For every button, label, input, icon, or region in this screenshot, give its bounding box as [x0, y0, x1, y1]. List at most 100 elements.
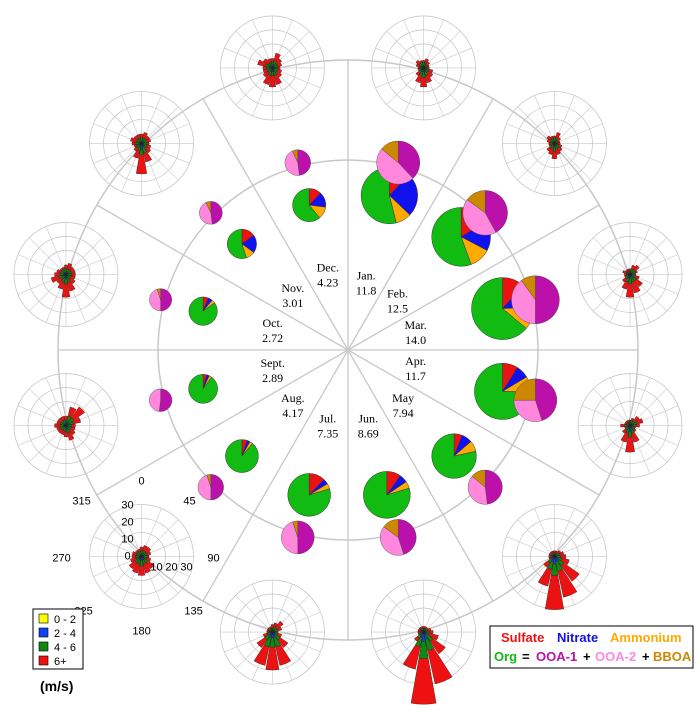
month-name-label: May: [392, 391, 414, 405]
rose-radial-tick: 20: [165, 561, 177, 573]
composition-pie: [431, 433, 477, 479]
rose-petal: [268, 67, 276, 88]
rose-petal: [139, 556, 144, 567]
rose-petal: [422, 62, 425, 68]
org-slice: [292, 520, 298, 538]
month-total-label: 3.01: [282, 296, 303, 310]
wind-rose: [220, 15, 325, 121]
rose-petal: [628, 272, 631, 275]
wind-rose: [13, 222, 119, 327]
rose-petal: [418, 632, 429, 659]
org-slice: [210, 201, 223, 225]
radial-divider: [202, 349, 349, 602]
month-total-label: 7.94: [393, 406, 414, 420]
rose-petal: [554, 556, 560, 562]
month-name-label: Jan.: [357, 268, 376, 282]
component-legend-box: [489, 625, 694, 669]
org-slice: [297, 520, 315, 555]
pie-slice: [188, 296, 218, 326]
wind-rose: [13, 373, 119, 478]
wind-rose: [502, 504, 607, 610]
wind-rose: [502, 91, 607, 196]
org-slice: [197, 474, 212, 501]
wind-bin-label: 4 - 6: [54, 642, 76, 654]
radial-divider: [96, 349, 349, 496]
pie-slice: [471, 277, 527, 340]
rose-direction-label: 270: [52, 552, 70, 564]
month-name-label: Sept.: [260, 356, 284, 370]
org-slice: [467, 475, 488, 505]
rose-radial-tick: 0: [124, 550, 130, 562]
rose-petal: [271, 629, 273, 633]
rose-petal: [625, 425, 635, 453]
pie-slice: [363, 471, 411, 519]
month-total-label: 8.69: [358, 426, 379, 440]
legend-ooa1: OOA-1: [536, 649, 577, 664]
wind-unit-label: (m/s): [40, 678, 73, 694]
wind-rose: [577, 373, 683, 478]
composition-pie: [227, 229, 257, 259]
rose-petal: [140, 141, 142, 144]
month-total-label: 11.7: [405, 369, 426, 383]
rose-petal: [140, 550, 143, 557]
wind-speed-legend: 0 - 2 2 - 4 4 - 6 6+ (m/s): [32, 608, 84, 694]
rose-radial-tick: 10: [150, 561, 162, 573]
rose-petal: [136, 143, 148, 175]
rose-petal: [65, 424, 72, 427]
rose-petal: [624, 424, 631, 427]
radial-divider: [96, 204, 349, 351]
rose-petal: [554, 556, 558, 563]
rose-direction-label: 0: [138, 475, 144, 487]
month-name-label: Apr.: [405, 354, 426, 368]
org-split-pie: [467, 469, 503, 505]
rose-petal: [269, 632, 276, 648]
rose-petal: [553, 554, 555, 557]
wind-roses: [13, 15, 683, 705]
composition-pie: [225, 439, 259, 473]
month-name-label: Jun.: [358, 411, 378, 425]
wind-bin-swatch-4-6: [38, 641, 49, 652]
wind-rose: [371, 15, 476, 121]
org-slice: [462, 199, 497, 236]
wind-rose: [89, 504, 194, 609]
org-slice: [156, 288, 161, 300]
month-name-label: Mar.: [404, 318, 426, 332]
pie-slice: [431, 207, 472, 267]
month-total-label: 2.72: [262, 331, 283, 345]
rose-petal: [61, 274, 71, 298]
rose-direction-label: 45: [183, 495, 195, 507]
org-split-pie: [513, 378, 558, 422]
org-slice: [284, 150, 300, 176]
organic-split-pies: [149, 140, 560, 556]
org-slice: [281, 521, 298, 555]
wind-bin-label: 0 - 2: [54, 614, 76, 626]
rose-petal: [625, 274, 635, 298]
wind-bin-label: 2 - 4: [54, 628, 76, 640]
rose-petal: [64, 423, 67, 426]
wind-rose: [89, 91, 194, 196]
rose-petal: [628, 425, 632, 432]
rose-petal: [140, 554, 142, 557]
org-slice: [210, 474, 224, 501]
org-slice: [292, 149, 298, 163]
rose-petal: [628, 274, 632, 285]
month-name-label: Dec.: [317, 261, 339, 275]
month-total-label: 14.0: [405, 333, 426, 347]
org-split-pie: [380, 519, 417, 556]
org-slice: [513, 400, 543, 422]
rose-petal: [64, 272, 67, 275]
month-name-label: Oct.: [262, 316, 282, 330]
month-total-label: 7.35: [317, 426, 338, 440]
rose-radial-tick: 10: [121, 533, 133, 545]
rose-petal: [271, 65, 273, 69]
month-name-label: Nov.: [281, 281, 304, 295]
org-slice: [511, 280, 536, 324]
radial-divider: [347, 349, 600, 496]
wind-bin-swatch-0-2: [38, 613, 49, 624]
org-slice: [381, 140, 399, 164]
rose-petal: [271, 632, 274, 638]
wind-bin-swatch-6-plus: [38, 655, 49, 666]
org-slice: [471, 469, 486, 488]
